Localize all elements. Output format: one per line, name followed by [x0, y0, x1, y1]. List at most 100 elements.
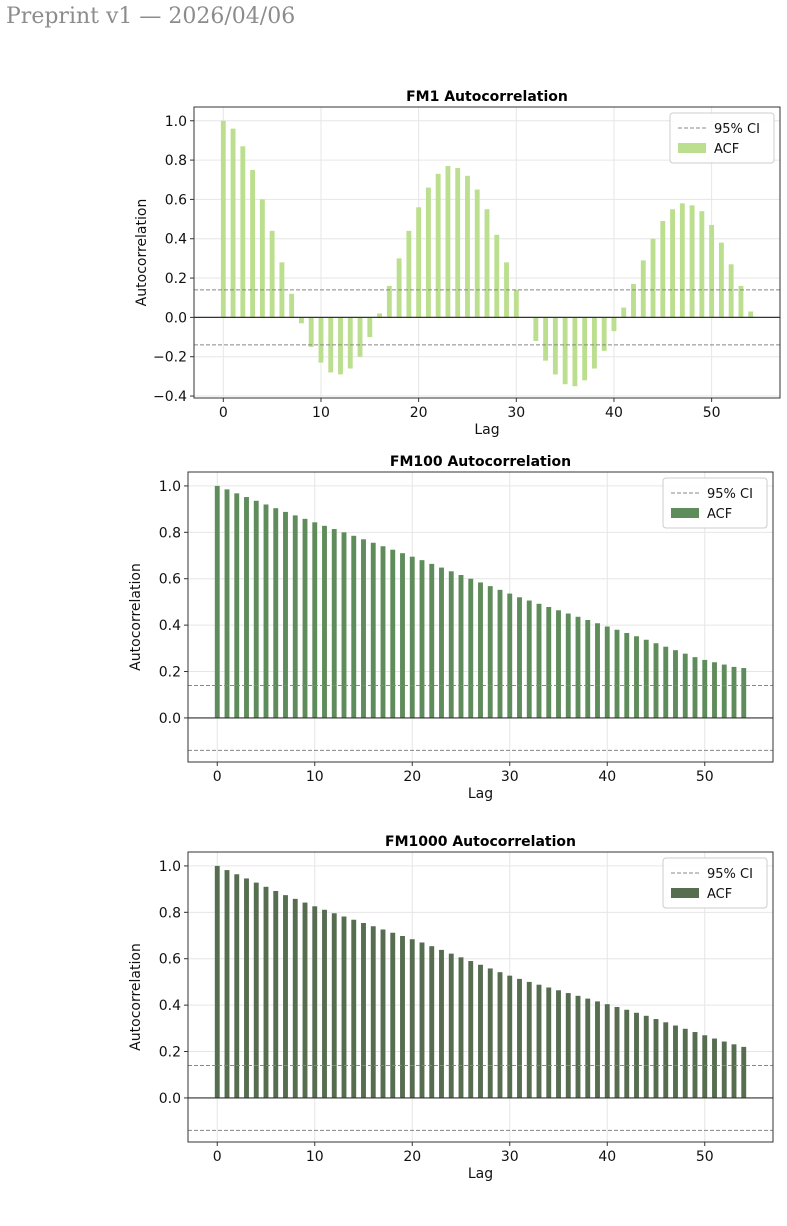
acf-bar	[234, 874, 240, 1098]
acf-bar	[409, 939, 415, 1098]
acf-bar	[289, 293, 295, 318]
acf-bar	[302, 518, 308, 718]
acf-bars	[214, 865, 747, 1098]
x-tick-label: 30	[507, 405, 525, 421]
acf-bar	[709, 224, 715, 318]
acf-bar	[357, 317, 363, 357]
fm1-acf-chart: 0 10 20 30 40 50 −0.4 −0.2 0.0 0.2 0.4 0.6 0.8 1.0 FM1…	[134, 89, 781, 438]
acf-bar	[312, 522, 318, 718]
acf-bar	[673, 1025, 678, 1098]
x-tick-label: 40	[598, 1149, 616, 1165]
y-tick-label: 0.8	[159, 905, 181, 921]
acf-bar	[484, 209, 490, 318]
acf-bar	[386, 285, 392, 318]
acf-bar	[367, 317, 373, 338]
acf-bar	[400, 553, 405, 718]
acf-bar	[214, 485, 220, 718]
y-tick-label: 0.8	[165, 153, 187, 169]
acf-bar	[458, 957, 464, 1098]
acf-bar	[487, 586, 493, 718]
acf-bar	[292, 898, 298, 1098]
acf-bar	[565, 613, 571, 718]
x-tick-label: 30	[501, 1149, 519, 1165]
acf-bar	[621, 307, 627, 318]
acf-bar	[253, 500, 259, 718]
acf-bar	[556, 610, 561, 718]
acf-bar	[465, 175, 470, 318]
acf-bar	[517, 978, 522, 1098]
acf-bar	[269, 230, 275, 318]
acf-bar	[712, 662, 717, 718]
x-tick-label: 50	[703, 405, 721, 421]
acf-bar	[234, 493, 240, 718]
acf-bar	[741, 1046, 747, 1098]
x-tick-label: 40	[605, 405, 623, 421]
x-axis-label: Lag	[468, 786, 493, 802]
acf-bar	[721, 664, 727, 718]
acf-bar	[439, 567, 444, 718]
acf-bar	[497, 972, 503, 1098]
acf-bar	[400, 935, 405, 1098]
acf-bar	[526, 600, 532, 718]
acf-bar	[455, 167, 461, 318]
legend-ci-label: 95% CI	[707, 487, 753, 502]
acf-bar	[601, 317, 607, 351]
acf-bar	[220, 120, 226, 318]
legend: 95% CI ACF	[662, 857, 768, 909]
acf-bar	[380, 929, 386, 1098]
acf-bar	[273, 890, 279, 1098]
acf-bar	[292, 515, 298, 718]
acf-bar	[263, 886, 269, 1098]
plot-frame	[187, 471, 774, 763]
acf-bar	[614, 1006, 620, 1098]
acf-bar	[634, 1012, 639, 1098]
acf-bar	[263, 504, 269, 718]
acf-bar	[494, 234, 500, 318]
acf-bar	[663, 1022, 669, 1098]
acf-bar	[390, 549, 396, 718]
y-tick-label: −0.2	[153, 350, 187, 366]
y-tick-label: 0.2	[159, 665, 181, 681]
acf-bar	[741, 668, 747, 718]
acf-bar	[702, 1035, 708, 1098]
acf-bar	[283, 511, 288, 718]
acf-bar	[341, 916, 347, 1098]
acf-bar	[416, 207, 422, 318]
acf-bar	[406, 230, 412, 318]
acf-bar	[341, 532, 347, 718]
acf-bar	[396, 258, 402, 318]
y-tick-label: 0.2	[165, 271, 187, 287]
x-tick-label: 30	[501, 769, 519, 785]
acf-bar	[507, 593, 513, 718]
y-axis-label: Autocorrelation	[134, 199, 150, 307]
acf-bar	[331, 913, 337, 1098]
legend-acf-label: ACF	[707, 887, 732, 902]
acf-bar	[595, 623, 600, 718]
acf-bar	[253, 882, 259, 1098]
x-axis-label: Lag	[468, 1166, 493, 1182]
chart-title: FM1 Autocorrelation	[406, 89, 568, 105]
acf-bar	[728, 264, 734, 318]
acf-bar	[322, 909, 327, 1098]
acf-bar	[595, 1001, 600, 1098]
acf-bar	[692, 657, 698, 718]
acf-bar	[650, 238, 656, 318]
acf-bar	[244, 497, 249, 718]
acf-bar	[718, 242, 724, 318]
acf-bar	[244, 878, 249, 1098]
acf-bar	[631, 283, 636, 318]
acf-bar	[224, 870, 230, 1098]
acf-bar	[429, 946, 435, 1098]
acf-bar	[575, 616, 581, 718]
acf-bar	[565, 993, 571, 1098]
acf-bar	[552, 317, 558, 375]
acf-bar	[439, 949, 444, 1098]
x-tick-label: 0	[213, 1149, 222, 1165]
acf-bar	[546, 987, 552, 1098]
fm1000-acf-chart: 0 10 20 30 40 50 0.0 0.2 0.4 0.6 0.8 1.0 FM1000 Auto…	[128, 834, 774, 1182]
acf-bar	[689, 205, 695, 318]
acf-bar	[312, 906, 318, 1098]
legend-acf-label: ACF	[707, 507, 732, 522]
chart-title: FM100 Autocorrelation	[390, 454, 571, 470]
acf-bar	[679, 203, 685, 318]
